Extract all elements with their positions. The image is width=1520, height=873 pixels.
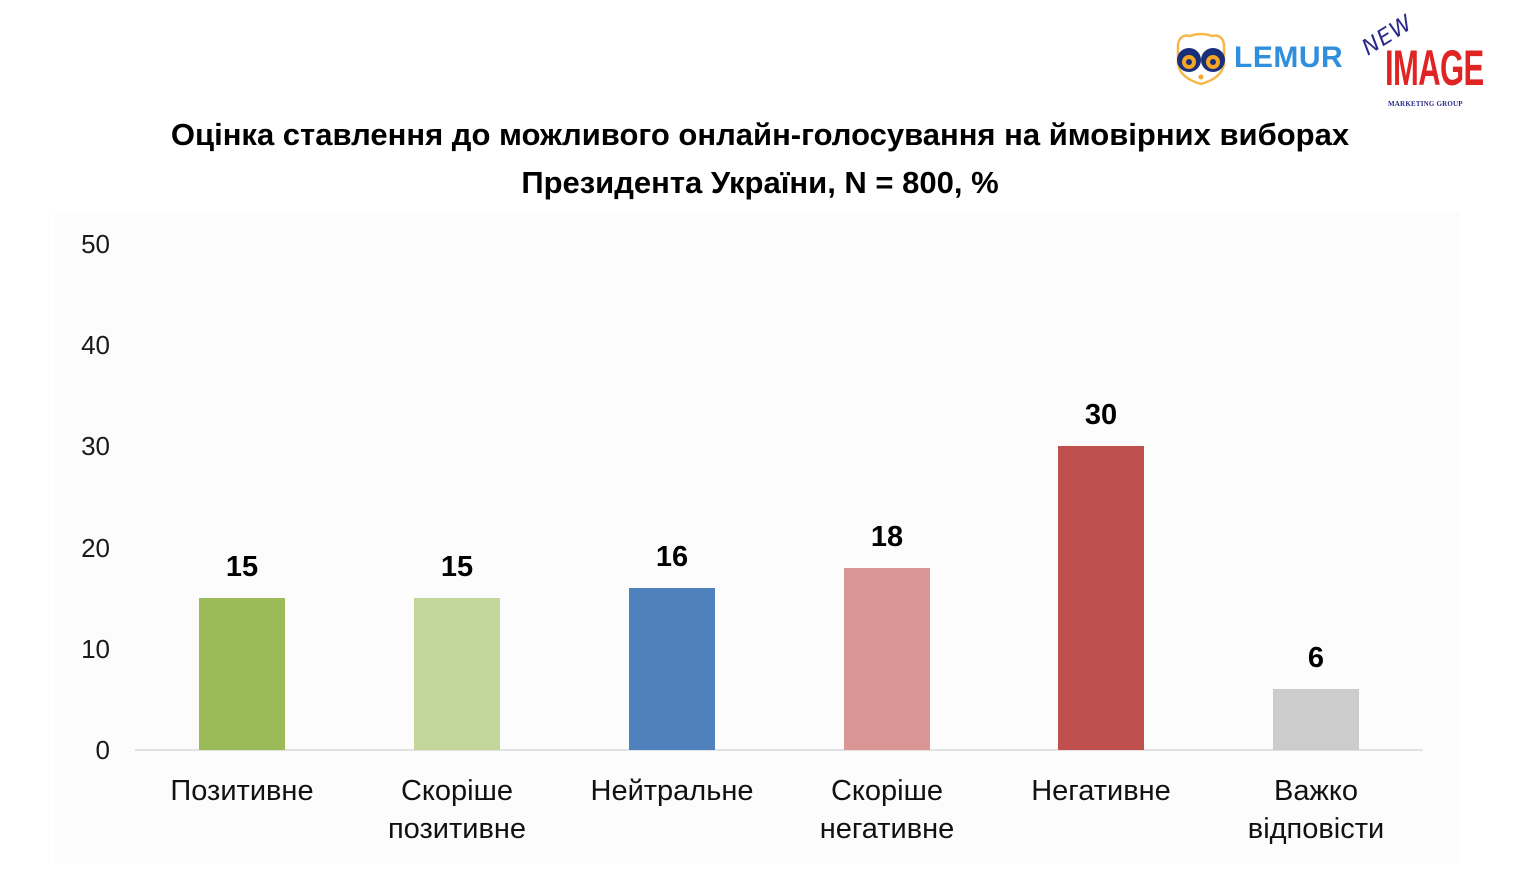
y-tick-label: 40 — [81, 330, 110, 361]
lemur-logo: LEMUR — [1170, 28, 1343, 88]
bar — [199, 598, 285, 750]
logos: LEMUR NEW IMAGE MARKETING GROUP — [1165, 11, 1485, 113]
x-category-label-line: Важко — [1273, 775, 1358, 807]
bar — [1273, 689, 1359, 750]
x-category-label: Позитивне — [142, 772, 342, 810]
lemur-face-icon — [1176, 32, 1226, 86]
x-category-label-line: позитивне — [387, 813, 527, 845]
chart-title: Оцінка ставлення до можливого онлайн-гол… — [0, 111, 1520, 207]
x-axis-line — [135, 749, 1423, 751]
x-category-label: Важко відповісти — [1216, 772, 1416, 848]
plot-area — [55, 212, 1460, 864]
y-tick-label: 0 — [95, 735, 110, 765]
bar-value-label: 15 — [225, 551, 259, 584]
new-image-group-text: MARKETING GROUP — [1388, 100, 1463, 108]
bar-value-label: 15 — [440, 551, 474, 584]
x-category-label: Скоріше позитивне — [357, 772, 557, 848]
x-category-label: Негативне — [1001, 772, 1201, 810]
x-category-label: Нейтральне — [572, 772, 772, 810]
x-category-label-line: Негативне — [1031, 775, 1171, 807]
bar-value-label: 30 — [1084, 399, 1118, 432]
x-category-label-line: Скоріше — [400, 775, 514, 807]
x-category-label: Скоріше негативне — [787, 772, 987, 848]
bar — [414, 598, 500, 750]
y-tick-label: 20 — [81, 532, 110, 563]
bar — [1058, 446, 1144, 750]
chart-title-line-1: Оцінка ставлення до можливого онлайн-гол… — [170, 117, 1350, 152]
y-tick-label: 30 — [81, 431, 110, 462]
x-category-label-line: негативне — [819, 813, 955, 845]
x-category-label-line: відповісти — [1247, 813, 1385, 845]
bar — [844, 567, 930, 750]
y-tick-label: 10 — [81, 633, 110, 664]
x-category-label-line: Скоріше — [830, 775, 944, 807]
new-image-logo: NEW IMAGE MARKETING GROUP — [1358, 11, 1484, 113]
x-category-label-line: Нейтральне — [590, 775, 754, 807]
x-category-label-line: Позитивне — [170, 775, 314, 807]
lemur-wordmark: LEMUR — [1234, 41, 1344, 74]
chart-title-line-2: Президента України, N = 800, % — [521, 165, 999, 200]
bar — [629, 588, 715, 750]
bar-value-label: 16 — [655, 541, 689, 574]
new-image-image-text: IMAGE — [1385, 40, 1484, 96]
y-tick-label: 50 — [81, 229, 110, 259]
bar-value-label: 18 — [870, 520, 904, 553]
bar-value-label: 6 — [1307, 642, 1325, 675]
